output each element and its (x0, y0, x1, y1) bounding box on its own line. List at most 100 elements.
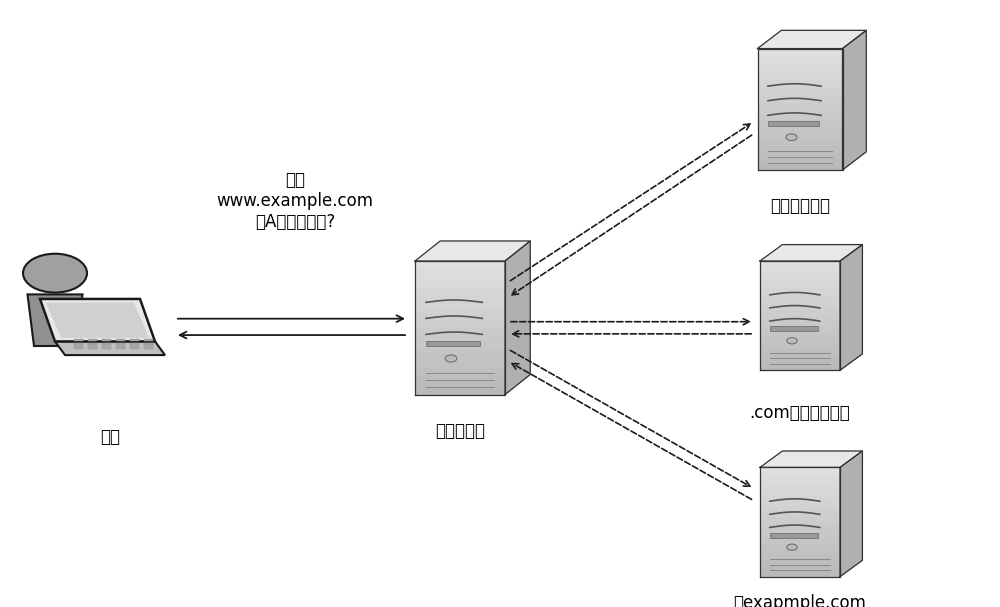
Polygon shape (760, 327, 840, 332)
Polygon shape (415, 268, 505, 274)
Polygon shape (415, 375, 505, 381)
Polygon shape (102, 342, 111, 345)
Polygon shape (505, 241, 530, 395)
Text: 域名
www.example.com
的A记录是什么?: 域名 www.example.com 的A记录是什么? (216, 171, 374, 231)
Polygon shape (760, 283, 840, 288)
Polygon shape (415, 281, 505, 288)
Polygon shape (760, 359, 840, 365)
Polygon shape (758, 127, 842, 134)
Polygon shape (758, 121, 842, 127)
Polygon shape (415, 368, 505, 375)
Polygon shape (415, 348, 505, 354)
Polygon shape (415, 361, 505, 368)
Polygon shape (758, 61, 842, 67)
Polygon shape (760, 261, 840, 266)
Polygon shape (758, 134, 842, 140)
Polygon shape (415, 341, 505, 348)
Text: 用户: 用户 (100, 428, 120, 446)
Polygon shape (102, 339, 111, 341)
Polygon shape (144, 342, 153, 345)
Polygon shape (760, 544, 840, 549)
Polygon shape (130, 346, 139, 348)
Polygon shape (415, 354, 505, 361)
Polygon shape (88, 342, 97, 345)
Circle shape (787, 337, 797, 344)
Polygon shape (760, 467, 840, 473)
Text: 域exapmple.com
的名字服务器: 域exapmple.com 的名字服务器 (734, 594, 866, 607)
Polygon shape (760, 555, 840, 560)
Polygon shape (760, 245, 862, 261)
Polygon shape (760, 272, 840, 277)
Polygon shape (758, 158, 842, 164)
Polygon shape (760, 310, 840, 316)
Polygon shape (415, 301, 505, 308)
Polygon shape (415, 274, 505, 281)
Polygon shape (760, 451, 862, 467)
Polygon shape (760, 484, 840, 489)
Polygon shape (760, 316, 840, 321)
Circle shape (787, 544, 797, 551)
Polygon shape (758, 146, 842, 152)
Polygon shape (760, 517, 840, 522)
Polygon shape (758, 55, 842, 61)
Polygon shape (760, 277, 840, 283)
Polygon shape (758, 115, 842, 121)
Text: 根名字服务器: 根名字服务器 (770, 197, 830, 215)
Polygon shape (758, 91, 842, 97)
Polygon shape (760, 473, 840, 478)
Polygon shape (116, 339, 125, 341)
Polygon shape (102, 346, 111, 348)
Polygon shape (768, 121, 819, 126)
Polygon shape (415, 294, 505, 301)
Polygon shape (760, 566, 840, 571)
Polygon shape (758, 49, 842, 55)
Polygon shape (760, 305, 840, 310)
Polygon shape (760, 522, 840, 527)
Text: 递归服务器: 递归服务器 (435, 422, 485, 440)
Polygon shape (758, 79, 842, 85)
Polygon shape (760, 332, 840, 337)
Polygon shape (415, 334, 505, 341)
Polygon shape (760, 571, 840, 577)
Polygon shape (760, 538, 840, 544)
Polygon shape (760, 500, 840, 506)
Polygon shape (760, 294, 840, 299)
Polygon shape (760, 348, 840, 354)
Polygon shape (760, 337, 840, 343)
Polygon shape (770, 327, 818, 331)
Polygon shape (760, 533, 840, 538)
Polygon shape (74, 339, 83, 341)
Polygon shape (758, 97, 842, 103)
Polygon shape (760, 495, 840, 500)
Polygon shape (28, 294, 82, 346)
Polygon shape (144, 346, 153, 348)
Polygon shape (415, 314, 505, 321)
Polygon shape (760, 527, 840, 533)
Polygon shape (758, 109, 842, 115)
Polygon shape (842, 30, 866, 170)
Polygon shape (760, 343, 840, 348)
Polygon shape (415, 328, 505, 334)
Polygon shape (415, 321, 505, 328)
Polygon shape (758, 73, 842, 79)
Polygon shape (88, 339, 97, 341)
Polygon shape (760, 489, 840, 495)
Polygon shape (46, 302, 149, 337)
Polygon shape (88, 346, 97, 348)
Polygon shape (40, 299, 155, 341)
Polygon shape (415, 388, 505, 395)
Circle shape (445, 355, 457, 362)
Polygon shape (760, 549, 840, 555)
Polygon shape (415, 381, 505, 388)
Circle shape (786, 134, 797, 141)
Polygon shape (760, 299, 840, 305)
Polygon shape (415, 308, 505, 314)
Polygon shape (74, 342, 83, 345)
Polygon shape (760, 506, 840, 511)
Polygon shape (130, 339, 139, 341)
Polygon shape (760, 321, 840, 327)
Polygon shape (760, 560, 840, 566)
Polygon shape (758, 140, 842, 146)
Polygon shape (760, 478, 840, 484)
Polygon shape (55, 341, 165, 355)
